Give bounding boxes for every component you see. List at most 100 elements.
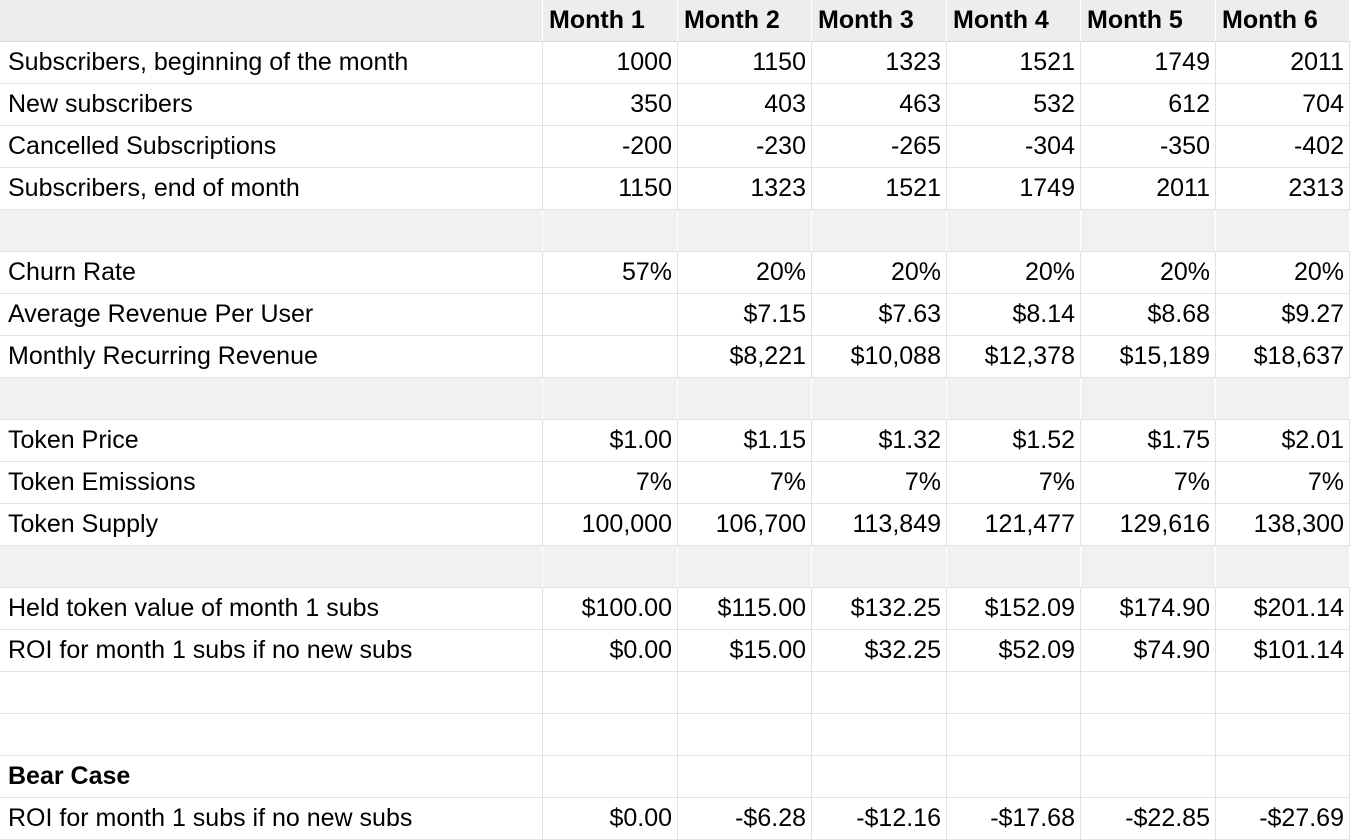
value-cell[interactable]: [678, 210, 812, 252]
value-cell[interactable]: [812, 546, 947, 588]
corner-header-cell[interactable]: [0, 0, 543, 42]
value-cell[interactable]: 20%: [812, 252, 947, 294]
value-cell[interactable]: -$22.85: [1081, 798, 1216, 840]
value-cell[interactable]: $101.14: [1216, 630, 1350, 672]
column-header-month5[interactable]: Month 5: [1081, 0, 1216, 42]
value-cell[interactable]: -402: [1216, 126, 1350, 168]
value-cell[interactable]: [812, 714, 947, 756]
value-cell[interactable]: -$27.69: [1216, 798, 1350, 840]
value-cell[interactable]: $32.25: [812, 630, 947, 672]
value-cell[interactable]: [947, 714, 1081, 756]
value-cell[interactable]: 1000: [543, 42, 678, 84]
row-label-cell[interactable]: Cancelled Subscriptions: [0, 126, 543, 168]
value-cell[interactable]: [543, 210, 678, 252]
value-cell[interactable]: $9.27: [1216, 294, 1350, 336]
value-cell[interactable]: [1216, 210, 1350, 252]
value-cell[interactable]: $0.00: [543, 798, 678, 840]
value-cell[interactable]: [543, 714, 678, 756]
value-cell[interactable]: $152.09: [947, 588, 1081, 630]
value-cell[interactable]: [1081, 546, 1216, 588]
value-cell[interactable]: 612: [1081, 84, 1216, 126]
value-cell[interactable]: 7%: [543, 462, 678, 504]
value-cell[interactable]: 57%: [543, 252, 678, 294]
value-cell[interactable]: 129,616: [1081, 504, 1216, 546]
value-cell[interactable]: $1.00: [543, 420, 678, 462]
column-header-month1[interactable]: Month 1: [543, 0, 678, 42]
value-cell[interactable]: $12,378: [947, 336, 1081, 378]
value-cell[interactable]: $7.15: [678, 294, 812, 336]
value-cell[interactable]: [947, 210, 1081, 252]
value-cell[interactable]: [678, 378, 812, 420]
value-cell[interactable]: [543, 546, 678, 588]
value-cell[interactable]: [947, 756, 1081, 798]
value-cell[interactable]: -230: [678, 126, 812, 168]
value-cell[interactable]: [1081, 378, 1216, 420]
value-cell[interactable]: [1081, 672, 1216, 714]
value-cell[interactable]: $1.15: [678, 420, 812, 462]
value-cell[interactable]: 2011: [1081, 168, 1216, 210]
value-cell[interactable]: 7%: [1081, 462, 1216, 504]
value-cell[interactable]: 350: [543, 84, 678, 126]
value-cell[interactable]: $7.63: [812, 294, 947, 336]
value-cell[interactable]: $132.25: [812, 588, 947, 630]
row-label-cell[interactable]: ROI for month 1 subs if no new subs: [0, 630, 543, 672]
value-cell[interactable]: $174.90: [1081, 588, 1216, 630]
value-cell[interactable]: 7%: [812, 462, 947, 504]
value-cell[interactable]: 1521: [812, 168, 947, 210]
column-header-month4[interactable]: Month 4: [947, 0, 1081, 42]
value-cell[interactable]: $8,221: [678, 336, 812, 378]
row-label-cell[interactable]: Churn Rate: [0, 252, 543, 294]
value-cell[interactable]: $0.00: [543, 630, 678, 672]
value-cell[interactable]: $1.75: [1081, 420, 1216, 462]
value-cell[interactable]: 20%: [947, 252, 1081, 294]
value-cell[interactable]: [947, 672, 1081, 714]
column-header-month6[interactable]: Month 6: [1216, 0, 1350, 42]
value-cell[interactable]: -350: [1081, 126, 1216, 168]
value-cell[interactable]: 1150: [678, 42, 812, 84]
value-cell[interactable]: 704: [1216, 84, 1350, 126]
value-cell[interactable]: 403: [678, 84, 812, 126]
value-cell[interactable]: 7%: [947, 462, 1081, 504]
value-cell[interactable]: $15.00: [678, 630, 812, 672]
value-cell[interactable]: 1150: [543, 168, 678, 210]
row-label-cell[interactable]: Average Revenue Per User: [0, 294, 543, 336]
value-cell[interactable]: -$17.68: [947, 798, 1081, 840]
value-cell[interactable]: -200: [543, 126, 678, 168]
value-cell[interactable]: [1081, 756, 1216, 798]
value-cell[interactable]: -265: [812, 126, 947, 168]
value-cell[interactable]: 7%: [1216, 462, 1350, 504]
value-cell[interactable]: [678, 546, 812, 588]
value-cell[interactable]: [1216, 714, 1350, 756]
value-cell[interactable]: 1749: [1081, 42, 1216, 84]
value-cell[interactable]: 113,849: [812, 504, 947, 546]
value-cell[interactable]: [1216, 756, 1350, 798]
value-cell[interactable]: 138,300: [1216, 504, 1350, 546]
value-cell[interactable]: $8.68: [1081, 294, 1216, 336]
row-label-cell[interactable]: [0, 672, 543, 714]
value-cell[interactable]: [543, 756, 678, 798]
row-label-cell[interactable]: Token Emissions: [0, 462, 543, 504]
value-cell[interactable]: $100.00: [543, 588, 678, 630]
row-label-cell[interactable]: Subscribers, beginning of the month: [0, 42, 543, 84]
value-cell[interactable]: [1081, 210, 1216, 252]
value-cell[interactable]: 7%: [678, 462, 812, 504]
value-cell[interactable]: $115.00: [678, 588, 812, 630]
value-cell[interactable]: $15,189: [1081, 336, 1216, 378]
column-header-month3[interactable]: Month 3: [812, 0, 947, 42]
value-cell[interactable]: [812, 756, 947, 798]
value-cell[interactable]: [543, 378, 678, 420]
value-cell[interactable]: -$6.28: [678, 798, 812, 840]
value-cell[interactable]: [812, 672, 947, 714]
value-cell[interactable]: 121,477: [947, 504, 1081, 546]
value-cell[interactable]: -304: [947, 126, 1081, 168]
value-cell[interactable]: $18,637: [1216, 336, 1350, 378]
value-cell[interactable]: $8.14: [947, 294, 1081, 336]
value-cell[interactable]: 100,000: [543, 504, 678, 546]
value-cell[interactable]: 1749: [947, 168, 1081, 210]
value-cell[interactable]: 20%: [1081, 252, 1216, 294]
row-label-cell[interactable]: Token Price: [0, 420, 543, 462]
value-cell[interactable]: [812, 210, 947, 252]
value-cell[interactable]: [543, 672, 678, 714]
row-label-cell[interactable]: [0, 714, 543, 756]
row-label-cell[interactable]: Held token value of month 1 subs: [0, 588, 543, 630]
